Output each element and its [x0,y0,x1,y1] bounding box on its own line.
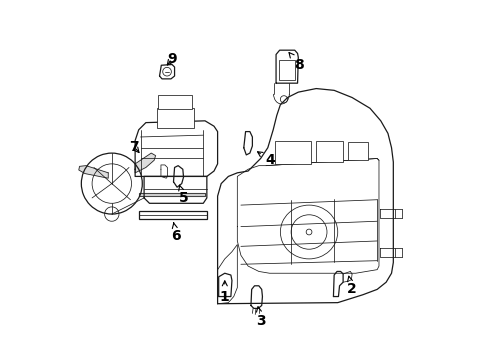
Bar [278,60,294,80]
Text: 9: 9 [167,52,177,66]
Polygon shape [173,166,183,187]
Polygon shape [276,50,298,83]
Text: 4: 4 [257,152,275,167]
Polygon shape [237,158,378,273]
Polygon shape [379,248,394,257]
Text: 1: 1 [220,281,229,303]
Bar [158,95,191,109]
Bar [348,141,367,160]
Polygon shape [217,244,237,304]
Bar [316,140,343,162]
Text: 6: 6 [171,223,181,243]
Polygon shape [244,132,252,155]
Bar [139,211,206,219]
Polygon shape [139,193,204,196]
Polygon shape [217,89,392,304]
Polygon shape [333,271,343,297]
Text: 7: 7 [129,140,139,154]
Polygon shape [135,153,155,173]
Polygon shape [144,176,206,203]
Polygon shape [161,165,167,178]
Text: 5: 5 [178,185,188,205]
Bar [156,108,194,128]
Polygon shape [379,209,394,218]
Bar [274,140,310,164]
Polygon shape [135,121,217,176]
Polygon shape [218,273,231,297]
Text: 3: 3 [255,307,265,328]
Polygon shape [159,64,174,79]
Text: 2: 2 [346,276,356,296]
Polygon shape [250,286,262,309]
Polygon shape [79,166,108,178]
Text: 8: 8 [288,53,303,72]
